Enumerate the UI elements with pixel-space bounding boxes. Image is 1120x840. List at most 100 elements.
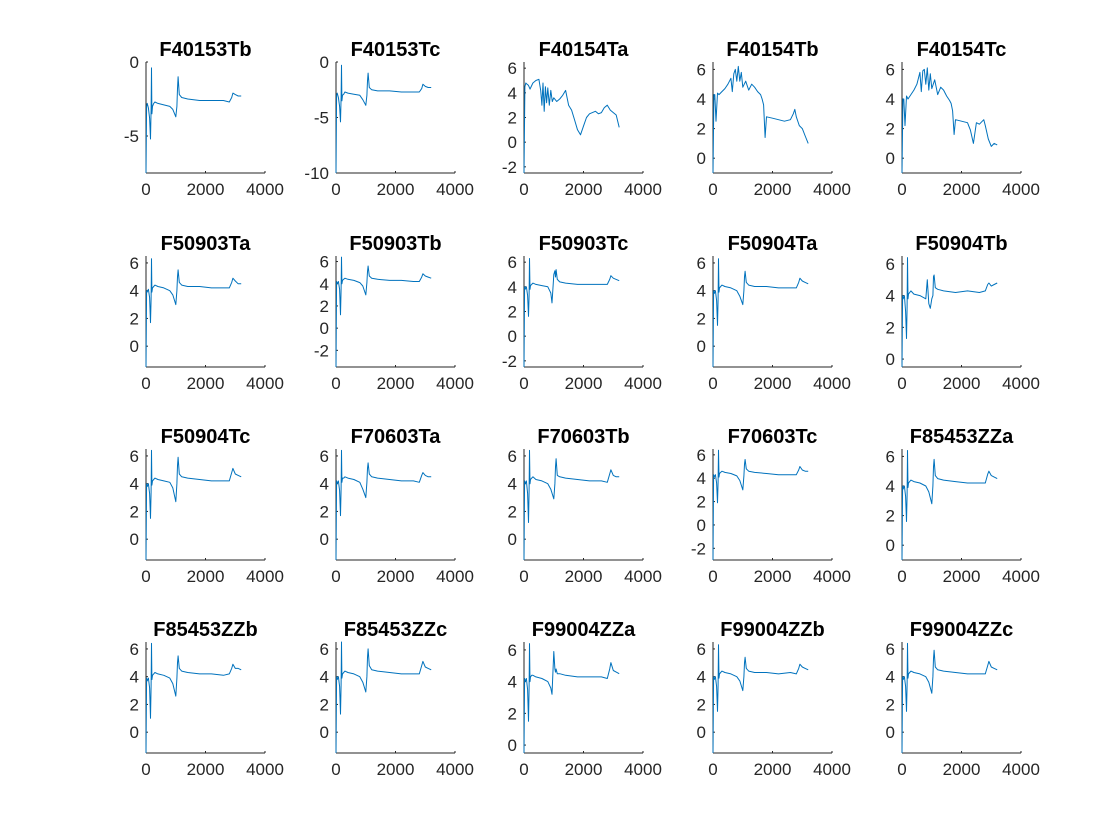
subplot-title: F50903Ta	[161, 233, 252, 255]
x-tick-label: 2000	[187, 567, 225, 586]
y-tick-label: 6	[320, 447, 329, 466]
subplot-title: F70603Ta	[351, 426, 442, 448]
y-tick-label: 6	[130, 640, 139, 659]
subplot-title: F40154Tb	[726, 39, 818, 61]
y-tick-label: 0	[886, 350, 895, 369]
y-tick-label: 2	[130, 695, 139, 714]
y-tick-label: -5	[124, 127, 139, 146]
series-line	[145, 67, 242, 174]
y-tick-label: 4	[320, 275, 329, 294]
y-tick-label: 6	[697, 254, 706, 273]
y-tick-label: 4	[130, 475, 139, 494]
x-tick-label: 4000	[624, 374, 662, 393]
y-tick-label: 6	[697, 640, 706, 659]
y-tick-label: 4	[697, 668, 706, 687]
x-tick-label: 2000	[565, 760, 603, 779]
y-tick-label: 2	[130, 502, 139, 521]
y-tick-label: 4	[508, 673, 517, 692]
subplot-10: F50904Tb 6 4 2 00 2000 4000	[886, 233, 1040, 393]
subplot-title: F99004ZZc	[910, 619, 1013, 641]
x-tick-label: 2000	[754, 760, 792, 779]
subplot-title: F99004ZZa	[532, 619, 636, 641]
y-tick-label: 0	[320, 319, 329, 338]
x-tick-label: 0	[708, 567, 717, 586]
y-tick-label: 4	[886, 287, 895, 306]
y-tick-label: 6	[886, 640, 895, 659]
x-tick-label: 4000	[246, 180, 284, 199]
x-tick-label: 0	[519, 374, 528, 393]
y-tick-label: 6	[320, 253, 329, 272]
x-tick-label: 4000	[246, 567, 284, 586]
subplot-15: F85453ZZa 6 4 2 00 2000 4000	[886, 426, 1040, 586]
subplot-title: F99004ZZb	[720, 619, 824, 641]
x-tick-label: 0	[708, 374, 717, 393]
x-tick-label: 2000	[754, 567, 792, 586]
y-tick-label: 0	[697, 516, 706, 535]
x-tick-label: 2000	[943, 180, 981, 199]
x-tick-label: 0	[519, 760, 528, 779]
y-tick-label: 6	[508, 59, 517, 78]
x-tick-label: 4000	[813, 374, 851, 393]
y-tick-label: 2	[508, 303, 517, 322]
y-tick-label: 4	[886, 90, 895, 109]
x-tick-label: 0	[519, 180, 528, 199]
subplot-12: F70603Ta 6 4 2 00 2000 4000	[320, 426, 474, 586]
y-tick-label: 6	[697, 446, 706, 465]
y-tick-label: 2	[508, 502, 517, 521]
series-line	[335, 449, 432, 561]
series-line	[145, 642, 242, 754]
y-tick-label: 6	[508, 253, 517, 272]
y-tick-label: 6	[130, 447, 139, 466]
subplot-17: F85453ZZc 6 4 2 00 2000 4000	[320, 619, 474, 779]
x-tick-label: 4000	[436, 374, 474, 393]
y-tick-label: 4	[697, 469, 706, 488]
y-tick-label: 0	[130, 530, 139, 549]
x-tick-label: 2000	[565, 567, 603, 586]
series-line	[335, 641, 432, 754]
y-tick-label: 4	[320, 475, 329, 494]
subplot-5: F40154Tc 6 4 2 00 2000 4000	[886, 39, 1040, 199]
subplot-title: F40154Tc	[917, 39, 1007, 61]
subplot-title: F85453ZZc	[344, 619, 447, 641]
series-line	[901, 257, 998, 368]
subplot-title: F50903Tc	[539, 233, 629, 255]
y-tick-label: 6	[320, 640, 329, 659]
x-tick-label: 2000	[187, 760, 225, 779]
y-tick-label: 0	[886, 149, 895, 168]
y-tick-label: 4	[697, 90, 706, 109]
x-tick-label: 0	[708, 180, 717, 199]
series-line	[335, 64, 432, 174]
y-tick-label: 2	[320, 502, 329, 521]
y-tick-label: 2	[697, 695, 706, 714]
y-tick-label: 0	[320, 723, 329, 742]
x-tick-label: 0	[331, 567, 340, 586]
series-line	[901, 450, 998, 561]
series-line	[523, 449, 620, 561]
x-tick-label: 2000	[377, 760, 415, 779]
subplot-16: F85453ZZb 6 4 2 00 2000 4000	[130, 619, 284, 779]
subplot-13: F70603Tb 6 4 2 00 2000 4000	[508, 426, 662, 586]
y-tick-label: 0	[697, 337, 706, 356]
x-tick-label: 0	[141, 180, 150, 199]
y-tick-label: 0	[508, 133, 517, 152]
x-tick-label: 4000	[813, 760, 851, 779]
x-tick-label: 2000	[187, 374, 225, 393]
x-tick-label: 0	[519, 567, 528, 586]
y-tick-label: 0	[130, 337, 139, 356]
subplot-title: F50904Tb	[915, 233, 1007, 255]
x-tick-label: 2000	[754, 374, 792, 393]
x-tick-label: 4000	[436, 760, 474, 779]
y-tick-label: 2	[886, 120, 895, 139]
x-tick-label: 4000	[624, 180, 662, 199]
subplot-title: F85453ZZb	[153, 619, 257, 641]
y-tick-label: 4	[130, 282, 139, 301]
y-tick-label: 0	[697, 149, 706, 168]
y-tick-label: 2	[886, 507, 895, 526]
x-tick-label: 2000	[377, 374, 415, 393]
x-tick-label: 4000	[813, 567, 851, 586]
y-tick-label: -2	[502, 352, 517, 371]
x-tick-label: 2000	[565, 180, 603, 199]
